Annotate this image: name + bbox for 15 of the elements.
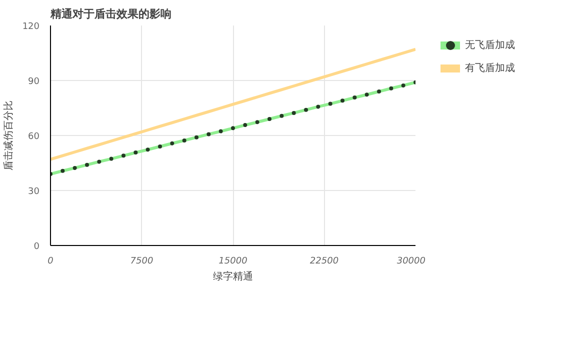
x-tick-label: 15000 (218, 256, 248, 266)
x-tick-label: 22500 (310, 256, 339, 266)
x-tick-label: 30000 (396, 256, 426, 266)
x-tick-label: 0 (48, 256, 54, 266)
y-tick-label: 120 (22, 22, 40, 32)
chart-title: 精通对于盾击效果的影响 (50, 8, 172, 20)
legend-label: 有飞盾加成 (465, 62, 515, 75)
y-tick-label: 30 (28, 187, 40, 197)
x-tick-label: 7500 (130, 256, 154, 266)
y-tick-label: 0 (34, 242, 40, 252)
y-tick-label: 90 (28, 77, 40, 87)
legend-label: 无飞盾加成 (465, 38, 515, 52)
y-tick-label: 60 (28, 132, 40, 142)
y-axis-title: 盾击减伤百分比 (2, 100, 14, 170)
x-axis-title: 绿字精通 (213, 270, 253, 282)
